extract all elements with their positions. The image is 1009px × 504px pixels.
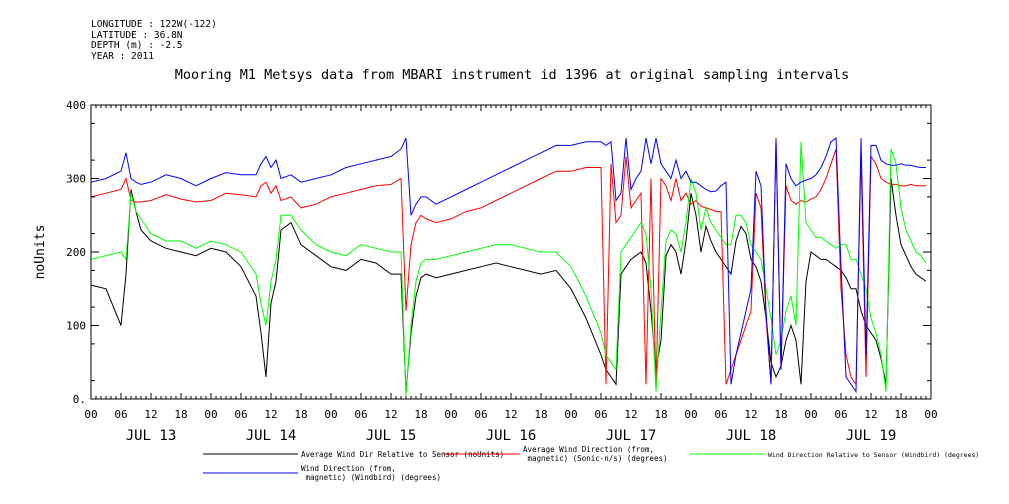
legend-label-line: Wind Direction (from, bbox=[301, 464, 396, 473]
metadata-year: YEAR : 2011 bbox=[91, 50, 154, 62]
x-hour-label: 00 bbox=[564, 408, 577, 421]
y-tick-label: 100 bbox=[66, 320, 86, 333]
x-hour-label: 06 bbox=[714, 408, 727, 421]
metadata-depth: DEPTH (m) : -2.5 bbox=[91, 40, 183, 51]
x-hour-label: 06 bbox=[114, 408, 127, 421]
x-hour-label: 18 bbox=[774, 408, 787, 421]
series-layer bbox=[90, 137, 927, 396]
x-day-label: JUL 18 bbox=[726, 428, 777, 444]
x-hour-label: 00 bbox=[684, 408, 697, 421]
x-hour-label: 18 bbox=[174, 408, 187, 421]
y-tick-label: 200 bbox=[66, 246, 86, 259]
x-day-label: JUL 19 bbox=[846, 428, 897, 444]
x-hour-label: 12 bbox=[504, 408, 517, 421]
legend-label-line: magnetic) (Windbird) (degrees) bbox=[301, 473, 441, 482]
x-hour-label: 12 bbox=[864, 408, 877, 421]
metadata-block: LONGITUDE : 122W(-122) LATITUDE : 36.8N … bbox=[91, 19, 217, 62]
x-hour-label: 00 bbox=[924, 408, 937, 421]
metadata-latitude: LATITUDE : 36.8N bbox=[91, 29, 183, 41]
x-day-label: JUL 16 bbox=[486, 428, 537, 444]
series-line-4 bbox=[90, 137, 926, 394]
series-line-1 bbox=[90, 178, 927, 392]
x-hour-label: 00 bbox=[804, 408, 817, 421]
x-hour-label: 00 bbox=[324, 408, 337, 421]
x-hour-label: 06 bbox=[474, 408, 487, 421]
x-hour-label: 06 bbox=[354, 408, 367, 421]
x-hour-label: 18 bbox=[654, 408, 667, 421]
x-hour-label: 12 bbox=[744, 408, 757, 421]
legend-label-line: magnetic) (Sonic-n/s) (degrees) bbox=[523, 454, 668, 463]
legend-label-2: Average Wind Direction (from, magnetic) … bbox=[523, 445, 668, 463]
y-axis-label: noUnits bbox=[33, 225, 48, 280]
x-hour-label: 00 bbox=[204, 408, 217, 421]
x-hour-label: 12 bbox=[264, 408, 277, 421]
y-tick-label: 300 bbox=[66, 173, 86, 186]
x-hour-label: 06 bbox=[234, 408, 247, 421]
x-hour-label: 18 bbox=[894, 408, 907, 421]
x-hour-label: 18 bbox=[414, 408, 427, 421]
y-tick-label: 0. bbox=[73, 393, 86, 406]
x-hour-label: 18 bbox=[534, 408, 547, 421]
series-line-3 bbox=[90, 141, 927, 396]
legend-label-1: Average Wind Dir Relative to Sensor (noU… bbox=[301, 450, 504, 459]
x-hour-label: 18 bbox=[294, 408, 307, 421]
x-hour-label: 12 bbox=[144, 408, 157, 421]
legend-label-3: Wind Direction Relative to Sensor (Windb… bbox=[768, 451, 979, 459]
series-line-2 bbox=[90, 141, 926, 389]
legend-label-line: Wind Direction Relative to Sensor (Windb… bbox=[768, 451, 979, 459]
x-day-label: JUL 17 bbox=[606, 428, 657, 444]
chart-title: Mooring M1 Metsys data from MBARI instru… bbox=[174, 67, 850, 83]
legend: Average Wind Dir Relative to Sensor (noU… bbox=[203, 445, 979, 482]
metadata-longitude: LONGITUDE : 122W(-122) bbox=[91, 19, 217, 30]
legend-label-line: Average Wind Direction (from, bbox=[523, 445, 654, 454]
y-tick-label: 400 bbox=[66, 99, 86, 112]
legend-label-4: Wind Direction (from, magnetic) (Windbir… bbox=[301, 464, 441, 482]
plot-frame bbox=[90, 104, 932, 400]
x-day-label: JUL 15 bbox=[366, 428, 417, 444]
x-hour-label: 06 bbox=[834, 408, 847, 421]
axis-layer: 0. 100 200 300 400 00 06 12 18 00 06 12 18 00 06 12 18 00… bbox=[66, 99, 938, 444]
x-hour-label: 00 bbox=[444, 408, 457, 421]
x-hour-label: 12 bbox=[384, 408, 397, 421]
x-hour-label: 00 bbox=[84, 408, 97, 421]
legend-label-line: Average Wind Dir Relative to Sensor (noU… bbox=[301, 450, 504, 459]
x-day-label: JUL 14 bbox=[246, 428, 297, 444]
x-hour-label: 12 bbox=[624, 408, 637, 421]
x-day-label: JUL 13 bbox=[126, 428, 177, 444]
x-hour-label: 06 bbox=[594, 408, 607, 421]
